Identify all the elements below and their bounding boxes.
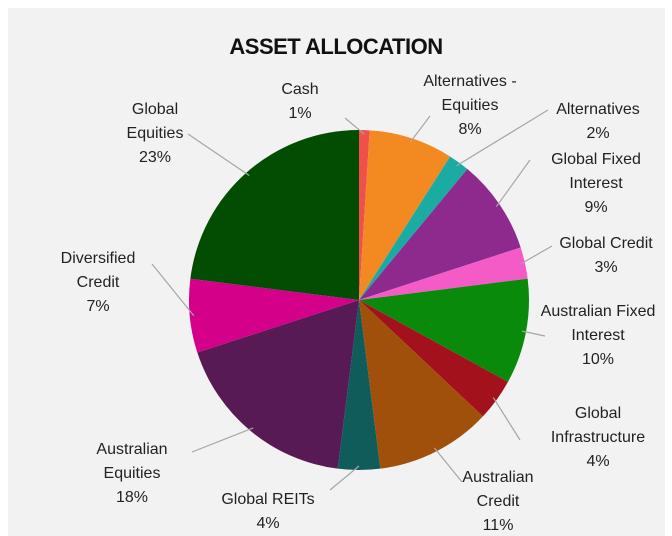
leader-line — [521, 330, 546, 337]
slice-name: Alternatives — [556, 101, 640, 118]
slice-label: Global Equities 23% — [115, 98, 195, 170]
slice-label: Australian Equities 18% — [87, 438, 177, 510]
pie-slice — [359, 278, 529, 382]
slice-label: Global Fixed Interest 9% — [544, 148, 649, 220]
slice-label: Australian Fixed Interest 10% — [541, 300, 656, 372]
pie-slice — [359, 247, 528, 300]
leader-line — [409, 115, 431, 143]
pie-slice — [359, 300, 508, 417]
slice-value: 7% — [86, 298, 110, 315]
slice-value: 10% — [581, 351, 615, 368]
slice-name: Australian Equities — [96, 441, 168, 482]
pie-slice — [359, 130, 451, 300]
leader-line — [344, 117, 365, 135]
leader-line — [492, 397, 521, 441]
slice-name: Global REITs — [221, 491, 315, 508]
slice-label: Global Infrastructure 4% — [548, 402, 648, 474]
slice-value: 8% — [458, 121, 482, 138]
pie-slice — [359, 130, 370, 300]
leader-line — [456, 109, 549, 167]
slice-value: 9% — [584, 199, 608, 216]
slice-label: Global REITs 4% — [208, 488, 328, 536]
slice-value: 11% — [482, 517, 514, 534]
slice-name: Diversified Credit — [60, 250, 136, 291]
chart-title: ASSET ALLOCATION — [229, 34, 443, 59]
slice-value: 18% — [115, 489, 149, 506]
slice-value: 4% — [586, 453, 610, 470]
leader-line — [495, 159, 531, 208]
slice-label: Alternatives - Equities 8% — [415, 70, 525, 142]
leader-line — [191, 427, 254, 453]
slice-value: 4% — [256, 515, 280, 532]
pie-slice — [359, 300, 483, 469]
slice-value: 23% — [138, 149, 172, 166]
pie-slice — [337, 300, 381, 470]
slice-value: 2% — [586, 125, 610, 142]
slice-value: 1% — [288, 105, 312, 122]
slice-label: Cash 1% — [270, 78, 330, 126]
slice-label: Alternatives 2% — [543, 98, 653, 146]
slice-name: Global Fixed Interest — [551, 151, 641, 192]
pie-slice — [197, 300, 359, 469]
slice-name: Cash — [281, 81, 319, 98]
slice-label: Australian Credit 11% — [453, 466, 543, 536]
slice-name: Australian Fixed Interest — [540, 303, 656, 344]
slice-name: Global Equities — [126, 101, 184, 142]
pie-slice — [359, 169, 521, 300]
slice-label: Global Credit 3% — [546, 232, 666, 280]
slice-value: 3% — [594, 259, 618, 276]
slice-label: Diversified Credit 7% — [53, 247, 143, 319]
leader-line — [187, 133, 250, 176]
leader-line — [433, 447, 463, 483]
pie-slice — [359, 156, 468, 300]
pie-slice — [189, 278, 359, 353]
slice-name: Global Credit — [559, 235, 653, 252]
leader-line — [520, 245, 553, 265]
slice-name: Australian Credit — [462, 469, 534, 510]
pie-slice — [190, 130, 359, 300]
leader-line — [329, 465, 360, 491]
leader-line — [151, 263, 195, 316]
slice-name: Global Infrastructure — [550, 405, 646, 446]
slice-name: Alternatives - Equities — [423, 73, 517, 114]
